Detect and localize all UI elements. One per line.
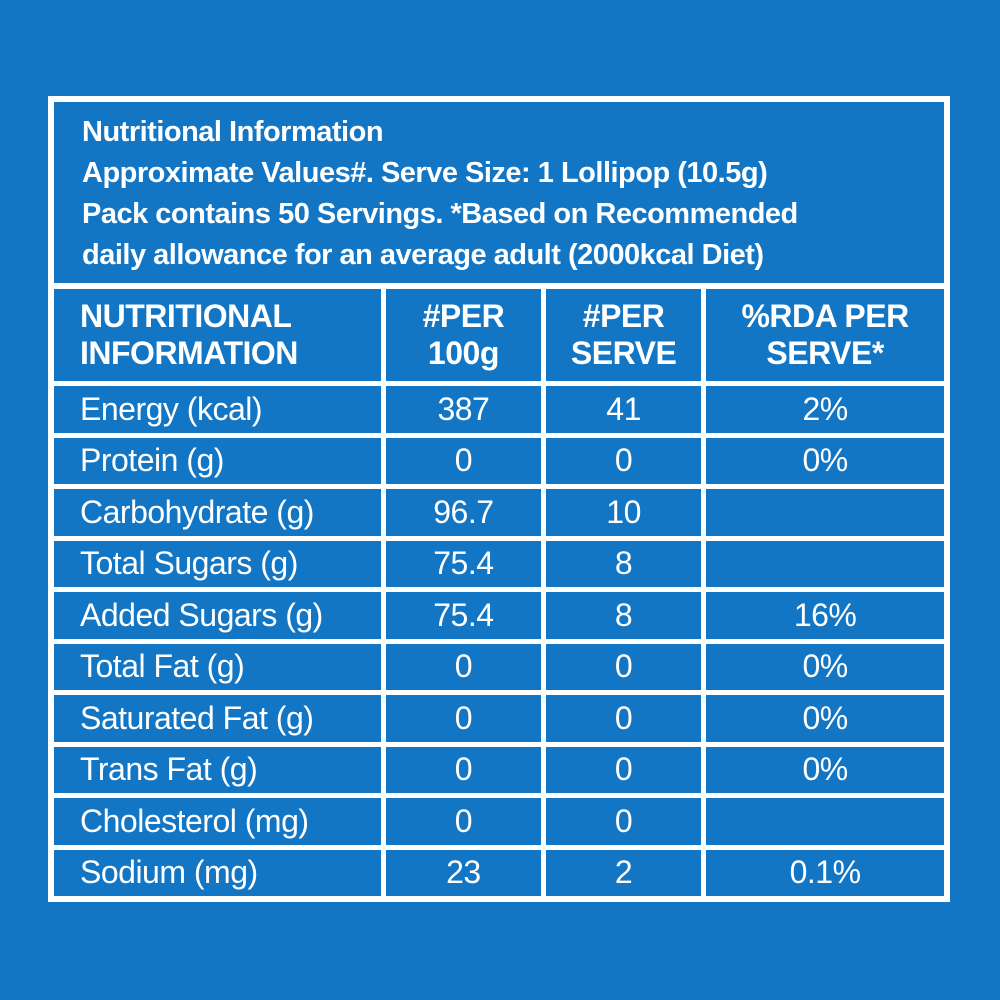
- value-rda-per-serve: 2%: [701, 381, 944, 438]
- nutrition-table: NUTRITIONAL INFORMATION #PER 100g #PER S…: [54, 289, 944, 896]
- row-label: Total Fat (g): [54, 638, 386, 695]
- row-label: Sodium (mg): [54, 844, 386, 896]
- column-header-per-serve: #PER SERVE: [540, 289, 707, 386]
- nutrition-table-body: Energy (kcal) 387 41 2% Protein (g) 0 0 …: [54, 381, 944, 896]
- value-per-100g: 0: [380, 793, 546, 850]
- value-per-100g: 0: [380, 690, 546, 747]
- value-per-100g: 75.4: [380, 587, 546, 644]
- column-header-nutritional-information: NUTRITIONAL INFORMATION: [54, 289, 386, 386]
- row-protein: Protein (g) 0 0 0%: [54, 432, 944, 489]
- column-header-line: 100g: [427, 335, 499, 371]
- value-rda-per-serve: [701, 484, 944, 541]
- value-rda-per-serve: [701, 793, 944, 850]
- intro-text-block: Nutritional Information Approximate Valu…: [54, 102, 944, 289]
- value-rda-per-serve: 0%: [701, 432, 944, 489]
- value-per-serve: 0: [540, 690, 707, 747]
- column-header-rda-per-serve: %RDA PER SERVE*: [701, 289, 944, 386]
- value-per-100g: 0: [380, 638, 546, 695]
- value-per-serve: 0: [540, 638, 707, 695]
- column-header-per-100g: #PER 100g: [380, 289, 546, 386]
- row-sodium: Sodium (mg) 23 2 0.1%: [54, 844, 944, 896]
- value-rda-per-serve: 0.1%: [701, 844, 944, 896]
- column-header-line: INFORMATION: [80, 335, 298, 371]
- nutrition-label-panel: Nutritional Information Approximate Valu…: [48, 96, 950, 902]
- value-per-serve: 41: [540, 381, 707, 438]
- value-per-serve: 8: [540, 535, 707, 592]
- row-label: Saturated Fat (g): [54, 690, 386, 747]
- row-label: Carbohydrate (g): [54, 484, 386, 541]
- row-energy: Energy (kcal) 387 41 2%: [54, 381, 944, 438]
- column-header-line: %RDA PER: [741, 298, 909, 334]
- row-label: Total Sugars (g): [54, 535, 386, 592]
- value-per-serve: 0: [540, 432, 707, 489]
- value-rda-per-serve: 0%: [701, 690, 944, 747]
- value-per-100g: 0: [380, 741, 546, 798]
- row-cholesterol: Cholesterol (mg) 0 0: [54, 793, 944, 850]
- value-per-serve: 0: [540, 793, 707, 850]
- value-per-serve: 10: [540, 484, 707, 541]
- intro-line-rda-basis: daily allowance for an average adult (20…: [82, 239, 764, 271]
- header-row: NUTRITIONAL INFORMATION #PER 100g #PER S…: [54, 289, 944, 386]
- column-header-line: #PER: [422, 298, 505, 334]
- column-header-line: NUTRITIONAL: [80, 298, 292, 334]
- column-header-line: SERVE*: [766, 335, 884, 371]
- value-rda-per-serve: 0%: [701, 741, 944, 798]
- value-rda-per-serve: 0%: [701, 638, 944, 695]
- row-label: Protein (g): [54, 432, 386, 489]
- column-header-line: SERVE: [570, 335, 677, 371]
- value-rda-per-serve: 16%: [701, 587, 944, 644]
- value-per-serve: 8: [540, 587, 707, 644]
- row-trans-fat: Trans Fat (g) 0 0 0%: [54, 741, 944, 798]
- row-carbohydrate: Carbohydrate (g) 96.7 10: [54, 484, 944, 541]
- nutrition-table-header: NUTRITIONAL INFORMATION #PER 100g #PER S…: [54, 289, 944, 386]
- value-per-100g: 387: [380, 381, 546, 438]
- intro-line-servings: Pack contains 50 Servings. *Based on Rec…: [82, 198, 798, 230]
- value-rda-per-serve: [701, 535, 944, 592]
- row-label: Energy (kcal): [54, 381, 386, 438]
- row-total-sugars: Total Sugars (g) 75.4 8: [54, 535, 944, 592]
- value-per-serve: 2: [540, 844, 707, 896]
- intro-line-title: Nutritional Information: [82, 116, 384, 148]
- value-per-100g: 0: [380, 432, 546, 489]
- value-per-serve: 0: [540, 741, 707, 798]
- row-label: Cholesterol (mg): [54, 793, 386, 850]
- row-added-sugars: Added Sugars (g) 75.4 8 16%: [54, 587, 944, 644]
- row-total-fat: Total Fat (g) 0 0 0%: [54, 638, 944, 695]
- column-header-line: #PER: [582, 298, 665, 334]
- intro-line-serve-size: Approximate Values#. Serve Size: 1 Lolli…: [82, 157, 768, 189]
- row-saturated-fat: Saturated Fat (g) 0 0 0%: [54, 690, 944, 747]
- value-per-100g: 23: [380, 844, 546, 896]
- value-per-100g: 96.7: [380, 484, 546, 541]
- value-per-100g: 75.4: [380, 535, 546, 592]
- row-label: Trans Fat (g): [54, 741, 386, 798]
- row-label: Added Sugars (g): [54, 587, 386, 644]
